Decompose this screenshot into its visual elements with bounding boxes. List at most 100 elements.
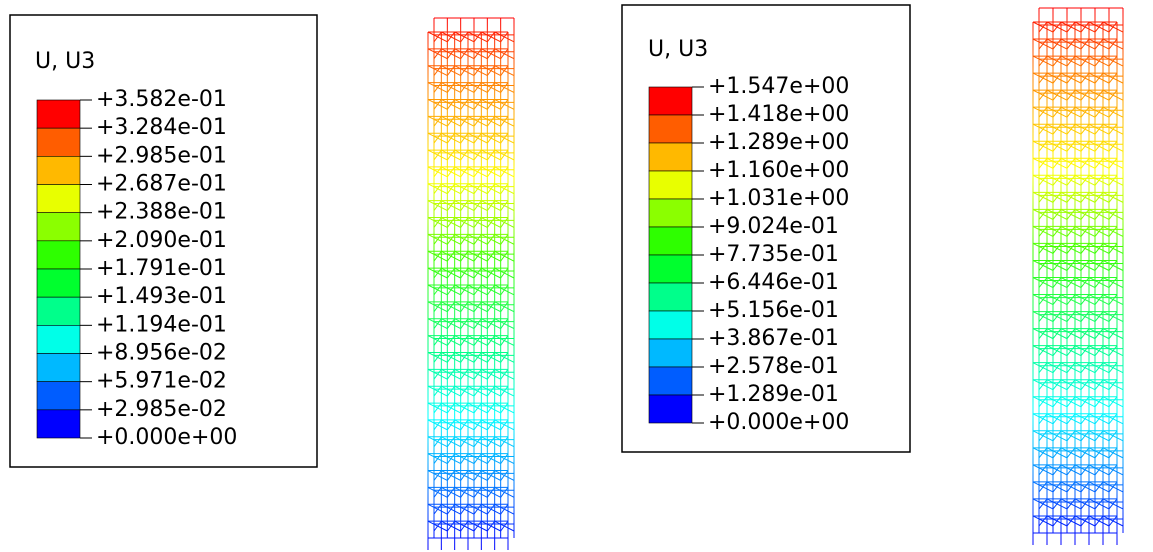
frame-member [447, 369, 454, 379]
frame-member [501, 133, 508, 143]
frame-member [474, 116, 481, 126]
legend-label: +1.547e+00 [708, 74, 849, 99]
frame-member [501, 352, 508, 362]
frame-member [1081, 141, 1089, 151]
frame-member [487, 336, 494, 346]
frame-member [1067, 329, 1075, 339]
legend-label: +2.985e-02 [96, 397, 227, 422]
frame-member [474, 336, 481, 346]
frame-member [474, 504, 481, 514]
legend-label: +6.446e-01 [708, 270, 839, 295]
color-band [649, 283, 692, 311]
frame-member [474, 133, 481, 143]
frame-member [501, 150, 508, 160]
frame-member [1081, 295, 1089, 305]
legend-label: +5.971e-02 [96, 369, 227, 394]
frame-member [461, 319, 468, 329]
frame-member [501, 285, 508, 295]
frame-member [434, 302, 441, 312]
frame-member [487, 201, 494, 211]
frame-member [474, 99, 481, 109]
frame-member [1081, 107, 1089, 117]
frame-member [487, 251, 494, 261]
frame-member [447, 150, 454, 160]
frame-member [461, 49, 468, 59]
color-band [649, 227, 692, 255]
frame-member [1095, 482, 1103, 492]
frame-member [487, 32, 494, 42]
legend-label: +7.735e-01 [708, 242, 839, 267]
frame-member [434, 251, 441, 261]
frame-member [474, 285, 481, 295]
frame-member [1109, 73, 1117, 83]
color-band [37, 297, 80, 325]
frame-member [434, 487, 441, 497]
color-band [649, 171, 692, 199]
frame-member [1081, 397, 1089, 407]
frame-member [1067, 295, 1075, 305]
frame-member [1053, 192, 1061, 202]
frame-member [487, 403, 494, 413]
frame-member [461, 454, 468, 464]
frame-member [447, 504, 454, 514]
frame-member [1109, 175, 1117, 185]
frame-member [434, 234, 441, 244]
legend-label: +2.687e-01 [96, 172, 227, 197]
frame-member [461, 285, 468, 295]
frame-member [1067, 431, 1075, 441]
legend-label: +1.418e+00 [708, 102, 849, 127]
frame-member [1081, 39, 1089, 49]
frame-member [461, 437, 468, 447]
frame-member [447, 420, 454, 430]
legend-label: +1.493e-01 [96, 284, 227, 309]
frame-member [434, 184, 441, 194]
frame-member [1095, 380, 1103, 390]
frame-member [1053, 226, 1061, 236]
frame-member [1053, 56, 1061, 66]
frame-member [1039, 295, 1047, 305]
frame-member [501, 116, 508, 126]
color-band [37, 382, 80, 410]
frame-member [1039, 329, 1047, 339]
frame-member [1109, 295, 1117, 305]
frame-member [1095, 312, 1103, 322]
frame-member [434, 32, 441, 42]
color-band [37, 241, 80, 269]
frame-member [501, 251, 508, 261]
frame-member [434, 49, 441, 59]
frame-member [1109, 243, 1117, 253]
frame-member [1067, 278, 1075, 288]
frame-member [1095, 90, 1103, 100]
frame-member [434, 66, 441, 76]
frame-member [1109, 397, 1117, 407]
frame-member [474, 32, 481, 42]
frame-member [474, 369, 481, 379]
frame-member [1053, 278, 1061, 288]
frame-member [461, 352, 468, 362]
frame-member [434, 369, 441, 379]
frame-member [1081, 243, 1089, 253]
frame-member [1109, 363, 1117, 373]
frame-member [474, 83, 481, 93]
color-band [37, 156, 80, 184]
frame-member [1067, 124, 1075, 134]
frame-member [474, 150, 481, 160]
color-band [37, 269, 80, 297]
frame-member [1067, 107, 1075, 117]
frame-member [1039, 346, 1047, 356]
legend-title: U, U3 [35, 49, 95, 74]
frame-member [501, 184, 508, 194]
frame-member [1095, 329, 1103, 339]
frame-member [1109, 431, 1117, 441]
frame-member [487, 319, 494, 329]
frame-member [1095, 175, 1103, 185]
frame-member [1109, 380, 1117, 390]
frame-member [461, 234, 468, 244]
frame-member [1081, 516, 1089, 526]
frame-member [1067, 414, 1075, 424]
frame-member [434, 99, 441, 109]
frame-member [1053, 124, 1061, 134]
legend-label: +5.156e-01 [708, 298, 839, 323]
frame-member [1081, 124, 1089, 134]
frame-member [501, 83, 508, 93]
